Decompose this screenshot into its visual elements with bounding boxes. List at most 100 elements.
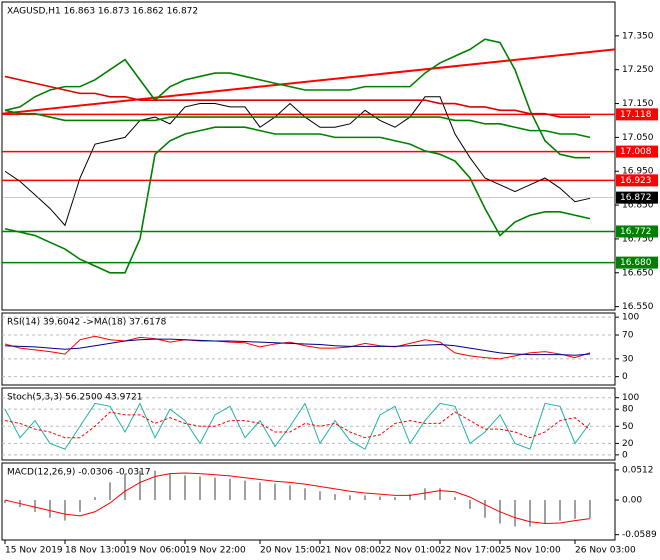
last-price-box — [616, 191, 658, 204]
y-tick-label: 16.550 — [622, 302, 654, 312]
y-tick-label: 50 — [622, 422, 634, 432]
x-tick-label: 20 Nov 15:00 — [260, 546, 321, 556]
histogram-bar — [169, 473, 171, 501]
series-line — [4, 472, 591, 525]
histogram-bar — [4, 500, 6, 503]
x-tick-label: 18 Nov 13:00 — [65, 546, 126, 556]
histogram-bar — [214, 477, 216, 501]
y-tick-label: 0.0512 — [622, 465, 654, 475]
series-line — [4, 109, 591, 139]
y-tick-label: 16.750 — [622, 234, 654, 244]
histogram-bar — [79, 500, 81, 512]
histogram-bar — [319, 491, 321, 501]
y-tick-label: 100 — [622, 313, 639, 323]
x-tick-label: 19 Nov 06:00 — [125, 546, 186, 556]
x-tick-label: 21 Nov 08:00 — [320, 546, 381, 556]
histogram-bar — [514, 500, 516, 527]
histogram-bar — [544, 500, 546, 524]
histogram-bar — [154, 470, 156, 501]
level-box — [616, 256, 658, 269]
histogram-bar — [109, 482, 111, 501]
histogram-bar — [574, 500, 576, 519]
y-tick-label: 100 — [622, 393, 639, 403]
histogram-bar — [334, 494, 336, 501]
y-tick-label: 17.150 — [622, 99, 654, 109]
histogram-bar — [454, 497, 456, 501]
histogram-bar — [184, 475, 186, 501]
series-line — [4, 126, 591, 274]
series-line — [4, 338, 591, 356]
histogram-bar — [469, 500, 471, 509]
y-tick-label: 0.00 — [622, 496, 642, 506]
histogram-bar — [409, 494, 411, 501]
histogram-bar — [349, 495, 351, 501]
series-line — [4, 75, 590, 118]
histogram-bar — [589, 500, 591, 519]
histogram-bar — [379, 496, 381, 501]
trend-line — [1, 48, 616, 115]
y-tick-label: 17.050 — [622, 133, 654, 143]
histogram-bar — [274, 483, 276, 501]
level-label: 16.680 — [620, 258, 652, 268]
panel-title: Stoch(5,3,3) 56.2500 43.9721 — [7, 393, 142, 403]
panel-title: RSI(14) 39.6042 ->MA(18) 37.6178 — [7, 318, 167, 328]
y-tick-label: 70 — [622, 331, 634, 341]
histogram-bar — [439, 488, 441, 501]
y-tick-label: 80 — [622, 405, 634, 415]
histogram-bar — [259, 482, 261, 501]
x-tick-label: 25 Nov 10:00 — [500, 546, 561, 556]
x-tick-label: 26 Nov 03:00 — [575, 546, 636, 556]
level-label: 17.008 — [620, 147, 652, 157]
x-tick-label: 19 Nov 22:00 — [185, 546, 246, 556]
histogram-bar — [364, 495, 366, 501]
histogram-bar — [139, 470, 141, 501]
level-box — [616, 174, 658, 187]
y-tick-label: 17.350 — [622, 31, 654, 41]
y-tick-label: 17.250 — [622, 65, 654, 75]
panel-title: XAGUSD,H1 16.863 16.873 16.862 16.872 — [7, 7, 198, 17]
level-box — [616, 225, 658, 238]
y-tick-label: 0 — [622, 372, 628, 382]
y-tick-label: 20 — [622, 439, 634, 449]
histogram-bar — [289, 485, 291, 501]
histogram-bar — [124, 473, 126, 501]
histogram-bar — [424, 488, 426, 501]
histogram-bar — [394, 497, 396, 501]
histogram-bar — [199, 476, 201, 501]
last-price-label: 16.872 — [620, 193, 652, 203]
series-line — [4, 402, 591, 450]
panel-frame — [1, 387, 616, 461]
x-tick-label: 15 Nov 2019 — [5, 546, 63, 556]
panel-title: MACD(12,26,9) -0.0306 -0.0317 — [7, 468, 151, 478]
histogram-bar — [559, 500, 561, 521]
y-tick-label: 16.650 — [622, 268, 654, 278]
level-label: 17.118 — [620, 110, 652, 120]
histogram-bar — [64, 500, 66, 521]
series-line — [4, 96, 591, 227]
level-box — [616, 145, 658, 158]
y-tick-label: 16.950 — [622, 167, 654, 177]
panel-frame — [1, 312, 616, 386]
histogram-bar — [49, 500, 51, 518]
x-tick-label: 22 Nov 01:00 — [380, 546, 441, 556]
histogram-bar — [34, 500, 36, 512]
y-tick-label: 0 — [622, 450, 628, 460]
histogram-bar — [229, 478, 231, 501]
level-label: 16.772 — [620, 227, 652, 237]
level-box — [616, 108, 658, 121]
y-tick-label: -0.0589 — [622, 530, 657, 540]
level-label: 16.923 — [620, 176, 652, 186]
histogram-bar — [484, 500, 486, 518]
histogram-bar — [304, 488, 306, 501]
histogram-bar — [94, 497, 96, 501]
series-line — [4, 38, 590, 159]
y-tick-label: 16.850 — [622, 201, 654, 211]
y-tick-label: 30 — [622, 354, 634, 364]
histogram-bar — [244, 480, 246, 501]
histogram-bar — [529, 500, 531, 527]
panel-frame — [1, 1, 616, 311]
x-tick-label: 22 Nov 17:00 — [440, 546, 501, 556]
panel-frame — [1, 462, 616, 541]
series-line — [4, 335, 591, 360]
